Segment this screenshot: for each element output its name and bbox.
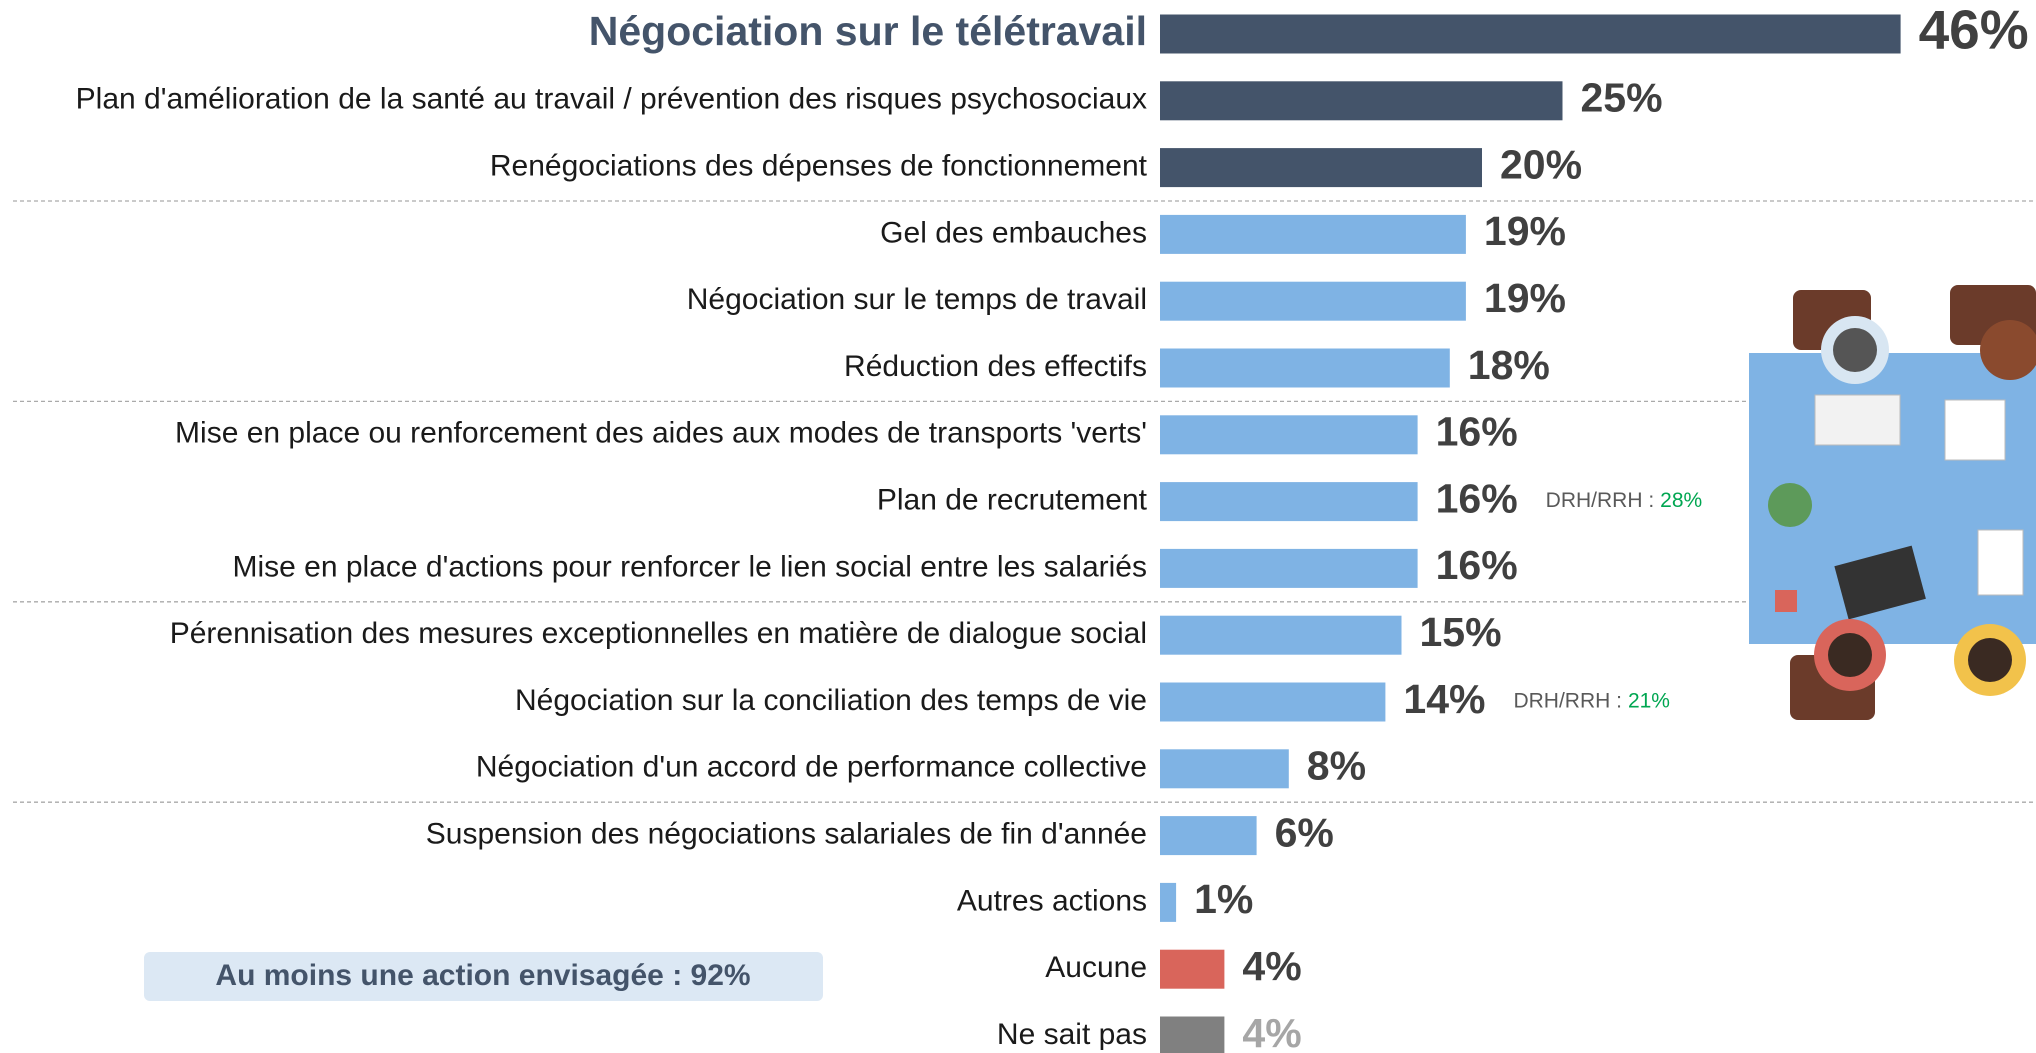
value-label: 16% — [1436, 542, 1518, 588]
value-label: 19% — [1484, 275, 1566, 321]
value-label: 20% — [1500, 141, 1582, 187]
value-label: 14% — [1403, 676, 1485, 722]
bar — [1160, 215, 1466, 254]
category-label: Plan d'amélioration de la santé au trava… — [76, 83, 1147, 116]
category-label: Autres actions — [957, 884, 1147, 917]
value-label: 19% — [1484, 208, 1566, 254]
bar — [1160, 749, 1289, 788]
value-label: 46% — [1919, 0, 2029, 61]
value-label: 1% — [1194, 876, 1253, 922]
value-label: 6% — [1275, 809, 1334, 855]
note-value: 21% — [1628, 690, 1670, 713]
bar — [1160, 148, 1482, 187]
value-label: 16% — [1436, 475, 1518, 521]
chart: Négociation sur le télétravail 46% Plan d'… — [0, 0, 2036, 1053]
note-label: DRH/RRH : — [1513, 690, 1622, 713]
bar — [1160, 1017, 1224, 1053]
bar — [1160, 282, 1466, 321]
bar — [1160, 549, 1418, 588]
category-label: Gel des embauches — [880, 216, 1147, 249]
page: Négociation sur le télétravail 46% Plan d'… — [0, 0, 2036, 1053]
value-label: 18% — [1468, 342, 1550, 388]
note-value: 28% — [1660, 489, 1702, 512]
bar — [1160, 950, 1224, 989]
category-label: Aucune — [1045, 951, 1147, 984]
category-label: Négociation sur la conciliation des temp… — [515, 684, 1147, 717]
value-label: 25% — [1581, 75, 1663, 121]
category-label: Négociation sur le temps de travail — [687, 283, 1147, 316]
value-label: 8% — [1307, 743, 1366, 789]
illustration — [1749, 285, 2036, 720]
category-label: Plan de recrutement — [877, 484, 1148, 517]
category-label: Pérennisation des mesures exceptionnelle… — [170, 617, 1147, 650]
bar — [1160, 616, 1402, 655]
category-label: Mise en place ou renforcement des aides … — [175, 417, 1147, 450]
bar — [1160, 482, 1418, 521]
value-label: 15% — [1420, 609, 1502, 655]
bar — [1160, 415, 1418, 454]
summary: Au moins une action envisagée : 92% — [215, 959, 750, 992]
bar — [1160, 816, 1257, 855]
category-label: Mise en place d'actions pour renforcer l… — [232, 550, 1147, 583]
bar — [1160, 81, 1563, 120]
value-label: 4% — [1242, 1010, 1301, 1053]
rows: Négociation sur le télétravail 46% Plan d'… — [76, 0, 2029, 1053]
value-label: 16% — [1436, 409, 1518, 455]
category-label: Suspension des négociations salariales d… — [426, 818, 1147, 851]
category-label: Réduction des effectifs — [844, 350, 1147, 383]
category-label: Renégociations des dépenses de fonctionn… — [490, 150, 1148, 183]
value-label: 4% — [1242, 943, 1301, 989]
category-label: Ne sait pas — [997, 1018, 1147, 1051]
category-label: Négociation d'un accord de performance c… — [476, 751, 1147, 784]
bar — [1160, 349, 1450, 388]
category-label: Négociation sur le télétravail — [589, 8, 1147, 54]
bar — [1160, 15, 1901, 54]
bar — [1160, 883, 1176, 922]
note-label: DRH/RRH : — [1546, 489, 1655, 512]
bar — [1160, 683, 1385, 722]
